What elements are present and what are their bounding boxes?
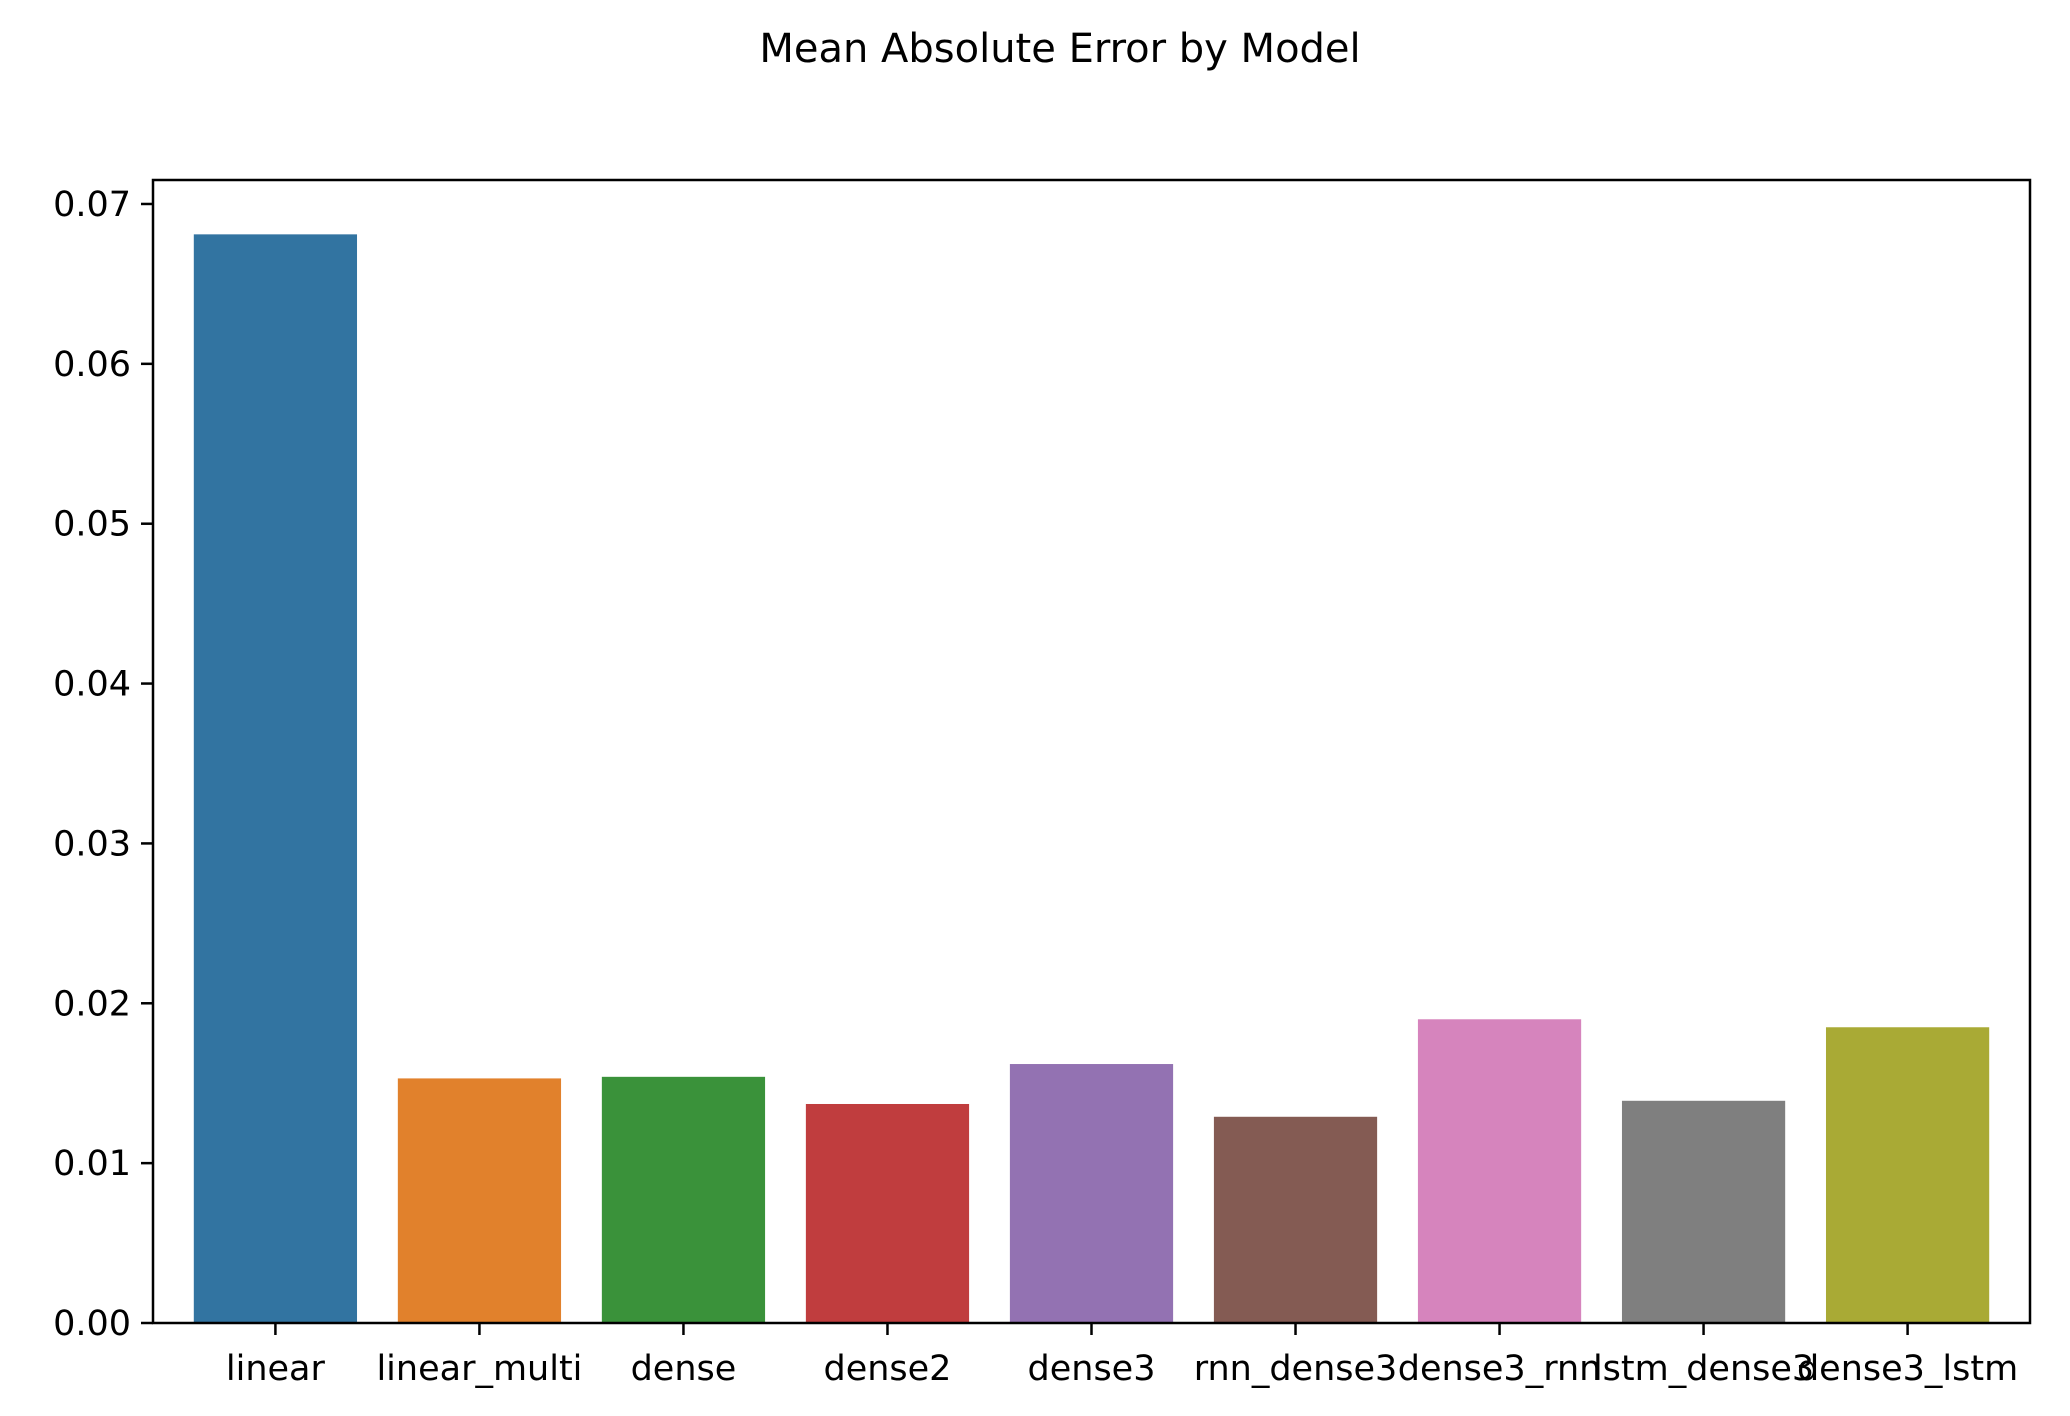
x-tick-label: dense3_rnn xyxy=(1398,1349,1602,1389)
y-tick-label: 0.05 xyxy=(53,505,131,545)
bar-linear xyxy=(193,234,358,1324)
y-tick-label: 0.02 xyxy=(53,984,131,1024)
x-tick-label: dense xyxy=(631,1349,737,1389)
bar-dense2 xyxy=(805,1103,970,1323)
y-tick-label: 0.01 xyxy=(53,1144,131,1184)
bar-dense xyxy=(601,1076,766,1323)
y-axis-ticks: 0.00 0.01 0.02 0.03 0.04 0.05 0.06 0.07 xyxy=(53,185,153,1344)
bar-dense3 xyxy=(1009,1064,1174,1323)
bar-dense3_lstm xyxy=(1825,1027,1990,1323)
x-tick-label: linear_multi xyxy=(376,1349,582,1389)
bar-linear_multi xyxy=(397,1078,562,1323)
x-tick-label: linear xyxy=(226,1349,326,1389)
x-tick-label: dense3 xyxy=(1028,1349,1156,1389)
x-tick-label: rnn_dense3 xyxy=(1194,1349,1398,1389)
y-tick-label: 0.06 xyxy=(53,345,131,385)
y-tick-label: 0.00 xyxy=(53,1304,131,1344)
bars-group xyxy=(193,234,1990,1324)
bar-dense3_rnn xyxy=(1417,1019,1582,1323)
bar-lstm_dense3 xyxy=(1621,1100,1786,1323)
x-axis-ticks: linear linear_multi dense dense2 dense3 rnn_d… xyxy=(226,1323,2018,1389)
plot-area-frame xyxy=(151,178,2032,1325)
y-tick-label: 0.07 xyxy=(53,185,131,225)
y-tick-label: 0.04 xyxy=(53,665,131,705)
chart-title: Mean Absolute Error by Model xyxy=(759,26,1360,72)
x-tick-label: dense2 xyxy=(823,1349,951,1389)
y-tick-label: 0.03 xyxy=(53,824,131,864)
x-tick-label: dense3_lstm xyxy=(1797,1349,2018,1389)
x-tick-label: lstm_dense3 xyxy=(1593,1349,1814,1389)
bar-rnn_dense3 xyxy=(1213,1116,1378,1323)
